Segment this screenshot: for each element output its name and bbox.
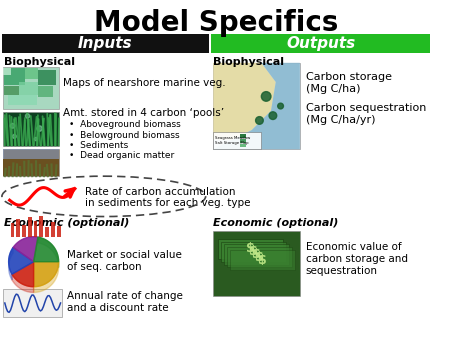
Polygon shape <box>9 247 34 274</box>
Text: Amt. stored in 4 carbon ‘pools’: Amt. stored in 4 carbon ‘pools’ <box>63 108 225 118</box>
Circle shape <box>278 103 284 109</box>
Polygon shape <box>13 237 38 262</box>
Text: Economic value of
carbon storage and
sequestration: Economic value of carbon storage and seq… <box>306 242 408 276</box>
Circle shape <box>256 117 263 124</box>
FancyBboxPatch shape <box>3 159 58 176</box>
Text: •  Sediments: • Sediments <box>69 141 128 150</box>
Bar <box>51 222 55 237</box>
Text: $: $ <box>249 245 258 258</box>
FancyBboxPatch shape <box>3 68 10 75</box>
Text: Model Specifics: Model Specifics <box>94 9 338 38</box>
FancyBboxPatch shape <box>2 34 209 53</box>
FancyBboxPatch shape <box>3 67 58 109</box>
Circle shape <box>10 123 15 128</box>
FancyBboxPatch shape <box>213 132 261 149</box>
Polygon shape <box>213 63 276 140</box>
Text: $: $ <box>258 254 267 267</box>
Bar <box>45 227 49 237</box>
Bar <box>40 216 43 237</box>
Polygon shape <box>34 262 58 292</box>
FancyBboxPatch shape <box>3 289 63 317</box>
Text: Seagrass Meadow
Salt Storage Map: Seagrass Meadow Salt Storage Map <box>215 136 251 145</box>
Bar <box>10 223 14 237</box>
FancyBboxPatch shape <box>240 139 246 143</box>
Circle shape <box>25 114 30 118</box>
Text: $: $ <box>255 251 264 264</box>
Polygon shape <box>34 237 58 262</box>
FancyBboxPatch shape <box>240 134 246 138</box>
Bar <box>16 219 20 237</box>
Text: Biophysical: Biophysical <box>213 57 284 67</box>
FancyBboxPatch shape <box>221 242 286 262</box>
FancyBboxPatch shape <box>4 68 25 85</box>
Polygon shape <box>38 237 58 267</box>
Text: Economic (optional): Economic (optional) <box>4 218 129 228</box>
Text: •  Aboveground biomass: • Aboveground biomass <box>69 120 181 129</box>
FancyBboxPatch shape <box>3 112 58 146</box>
Text: Inputs: Inputs <box>77 36 132 51</box>
FancyBboxPatch shape <box>3 149 58 159</box>
FancyBboxPatch shape <box>3 149 58 176</box>
Circle shape <box>12 135 16 139</box>
Text: •  Belowground biomass: • Belowground biomass <box>69 130 180 140</box>
Polygon shape <box>12 274 34 292</box>
FancyBboxPatch shape <box>4 86 19 95</box>
Circle shape <box>269 112 277 120</box>
FancyBboxPatch shape <box>227 247 292 267</box>
Text: Rate of carbon accumulation
in sediments for each veg. type: Rate of carbon accumulation in sediments… <box>85 187 250 208</box>
FancyBboxPatch shape <box>230 250 295 270</box>
Text: $: $ <box>247 242 255 255</box>
Polygon shape <box>9 247 13 280</box>
FancyBboxPatch shape <box>19 82 38 95</box>
FancyBboxPatch shape <box>240 144 246 147</box>
Circle shape <box>34 137 37 141</box>
Text: •  Dead organic matter: • Dead organic matter <box>69 151 175 160</box>
Polygon shape <box>34 262 58 287</box>
FancyBboxPatch shape <box>25 68 38 79</box>
FancyBboxPatch shape <box>224 244 289 265</box>
Text: Biophysical: Biophysical <box>4 57 75 67</box>
Text: $: $ <box>252 248 261 261</box>
Circle shape <box>261 92 271 101</box>
Text: Maps of nearshore marine veg.: Maps of nearshore marine veg. <box>63 78 226 88</box>
Text: Annual rate of change
and a discount rate: Annual rate of change and a discount rat… <box>67 291 183 313</box>
Bar <box>28 217 32 237</box>
Text: Carbon storage
(Mg C/ha): Carbon storage (Mg C/ha) <box>306 72 392 94</box>
Text: Carbon sequestration
(Mg C/ha/yr): Carbon sequestration (Mg C/ha/yr) <box>306 103 426 125</box>
FancyBboxPatch shape <box>8 95 36 105</box>
Text: Economic (optional): Economic (optional) <box>213 218 339 228</box>
Bar <box>57 226 61 237</box>
Text: Market or social value
of seq. carbon: Market or social value of seq. carbon <box>67 250 182 272</box>
Circle shape <box>37 126 42 131</box>
FancyBboxPatch shape <box>218 239 284 259</box>
Polygon shape <box>12 262 34 287</box>
Text: Outputs: Outputs <box>286 36 356 51</box>
Bar <box>22 225 26 237</box>
Polygon shape <box>213 63 300 149</box>
FancyBboxPatch shape <box>213 63 300 149</box>
Bar <box>34 221 37 237</box>
FancyBboxPatch shape <box>38 70 56 85</box>
FancyBboxPatch shape <box>213 231 300 296</box>
FancyBboxPatch shape <box>38 86 53 97</box>
FancyBboxPatch shape <box>212 34 431 53</box>
